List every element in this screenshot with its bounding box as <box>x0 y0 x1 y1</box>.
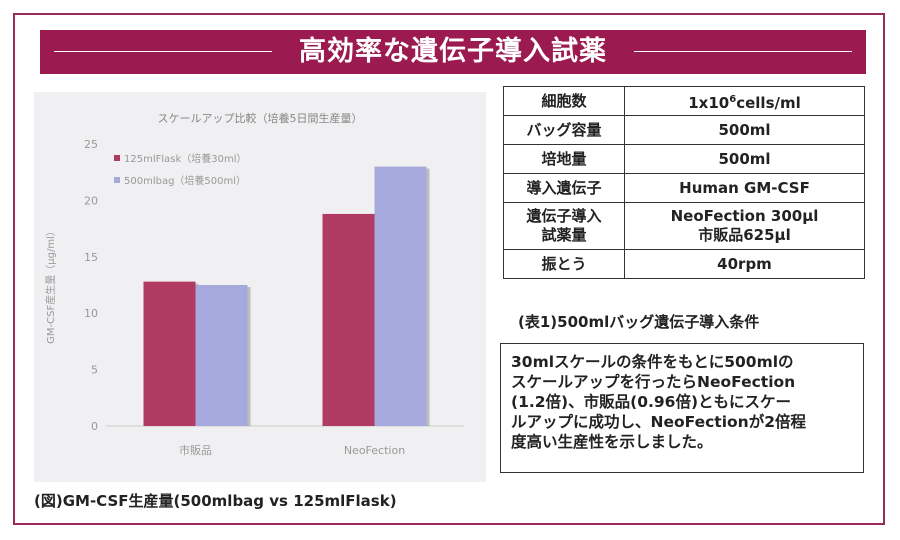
y-tick-label: 5 <box>91 364 98 377</box>
y-tick-label: 15 <box>84 251 98 264</box>
table-value-line: NeoFection 300μl <box>670 207 819 225</box>
legend-swatch <box>114 155 120 161</box>
table-row: 導入遺伝子 Human GM-CSF <box>503 173 865 203</box>
banner-rule-right <box>634 51 852 52</box>
note-line: スケールアップを行ったらNeoFection <box>511 373 796 391</box>
table-key: 振とう <box>503 249 625 279</box>
note-line: (1.2倍)、市販品(0.96倍)ともにスケー <box>511 393 792 411</box>
legend-swatch <box>114 177 120 183</box>
table-key: 遺伝子導入 試薬量 <box>503 202 625 250</box>
bar-chart: スケールアップ比較（培養5日間生産量） 0 5 10 15 20 25 GM-CSF産生量（μ… <box>34 92 486 482</box>
y-tick-label: 10 <box>84 307 98 320</box>
figure-caption: (図)GM-CSF生産量(500mlbag vs 125mlFlask) <box>34 492 397 510</box>
table-caption: (表1)500mlバッグ遺伝子導入条件 <box>518 313 760 331</box>
table-key: 細胞数 <box>503 86 625 116</box>
table-row: バッグ容量 500ml <box>503 115 865 145</box>
table-value: NeoFection 300μl 市販品625μl <box>624 202 865 250</box>
note-line: 30mlスケールの条件をもとに500mlの <box>511 353 794 371</box>
table-key: バッグ容量 <box>503 115 625 145</box>
table-value: Human GM-CSF <box>624 173 865 203</box>
table-row: 遺伝子導入 試薬量 NeoFection 300μl 市販品625μl <box>503 202 865 250</box>
table-key-line: 遺伝子導入 <box>526 207 602 225</box>
chart-title: スケールアップ比較（培養5日間生産量） <box>158 111 363 125</box>
y-tick-label: 0 <box>91 420 98 433</box>
table-value: 500ml <box>624 115 865 145</box>
table-row: 振とう 40rpm <box>503 249 865 279</box>
table-value: 500ml <box>624 144 865 174</box>
conditions-table: 細胞数 1x106cells/ml バッグ容量 500ml 培地量 500ml … <box>503 86 865 279</box>
bar <box>195 285 248 426</box>
table-row: 培地量 500ml <box>503 144 865 174</box>
table-key: 培地量 <box>503 144 625 174</box>
cell-count-exponent: 6 <box>729 93 737 105</box>
table-key: 導入遺伝子 <box>503 173 625 203</box>
cell-count-base: 1x10 <box>688 93 730 112</box>
banner-rule-left <box>54 51 272 52</box>
cell-count-unit: cells/ml <box>736 93 801 112</box>
result-note: 30mlスケールの条件をもとに500mlの スケールアップを行ったらNeoFec… <box>500 343 864 473</box>
y-axis-label: GM-CSF産生量（μg/ml） <box>44 226 57 344</box>
legend-label: 500mlbag（培養500ml） <box>124 174 246 187</box>
table-value: 40rpm <box>624 249 865 279</box>
title-banner: 高効率な遺伝子導入試薬 <box>40 30 866 74</box>
x-tick-label: 市販品 <box>179 443 212 457</box>
bar <box>143 281 196 426</box>
note-line: ルアップに成功し、NeoFectionが2倍程 <box>511 413 806 431</box>
table-row: 細胞数 1x106cells/ml <box>503 86 865 116</box>
bar <box>374 166 427 426</box>
table-key-line: 試薬量 <box>541 226 587 244</box>
table-value-line: 市販品625μl <box>698 226 791 244</box>
chart-area: スケールアップ比較（培養5日間生産量） 0 5 10 15 20 25 GM-CSF産生量（μ… <box>34 92 486 482</box>
page-title: 高効率な遺伝子導入試薬 <box>299 36 607 67</box>
y-tick-label: 25 <box>84 138 98 151</box>
legend-label: 125mlFlask（培養30ml） <box>124 152 247 165</box>
table-value: 1x106cells/ml <box>624 86 865 116</box>
bar <box>322 213 375 426</box>
note-line: 度高い生産性を示しました。 <box>511 433 713 451</box>
y-tick-label: 20 <box>84 194 98 207</box>
x-tick-label: NeoFection <box>344 444 405 457</box>
